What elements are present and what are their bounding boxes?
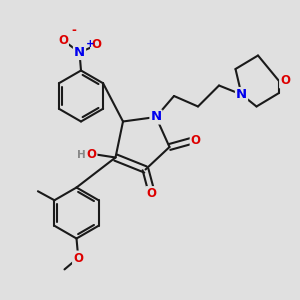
- Text: N: N: [74, 46, 85, 59]
- Text: O: O: [58, 34, 68, 47]
- Text: H: H: [76, 149, 85, 160]
- Text: +: +: [86, 39, 95, 49]
- Text: O: O: [91, 38, 101, 52]
- Text: O: O: [190, 134, 201, 148]
- Text: O: O: [86, 148, 97, 161]
- Text: N: N: [150, 110, 162, 124]
- Text: N: N: [236, 88, 247, 101]
- Text: O: O: [73, 251, 83, 265]
- Text: O: O: [146, 187, 157, 200]
- Text: O: O: [280, 74, 290, 88]
- Text: -: -: [71, 24, 76, 37]
